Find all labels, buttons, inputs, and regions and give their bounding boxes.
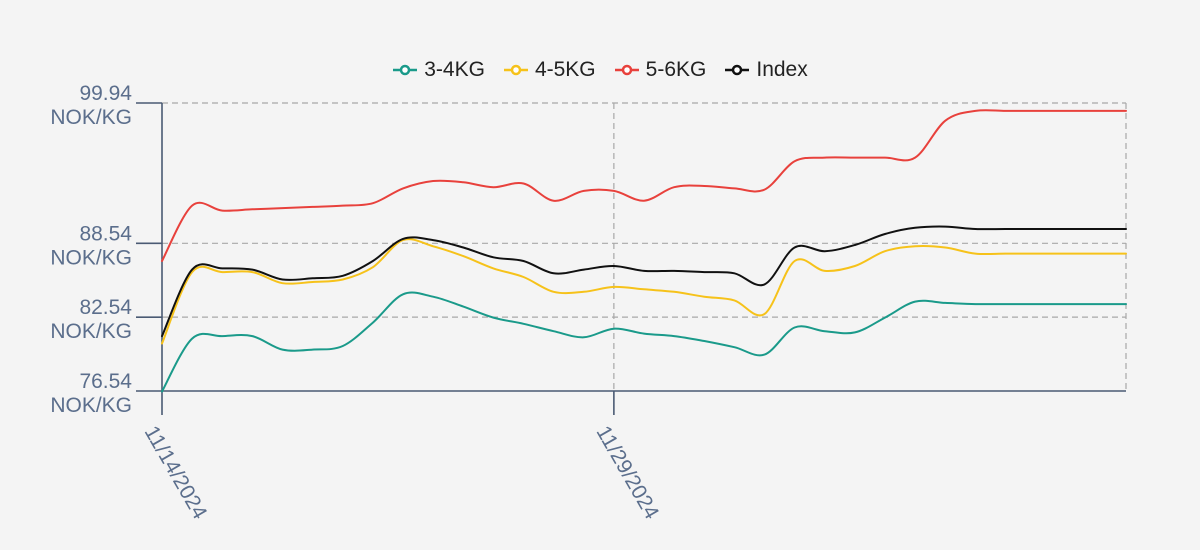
legend-item-index[interactable]: Index	[724, 58, 808, 82]
series-line-index	[161, 225, 1127, 338]
legend-marker-icon	[503, 64, 528, 76]
y-tick-unit: NOK/KG	[50, 246, 132, 269]
y-tick-label: 99.94	[79, 82, 132, 105]
legend-marker-icon	[614, 64, 639, 76]
legend-marker-icon	[393, 64, 418, 76]
y-tick-unit: NOK/KG	[50, 394, 132, 417]
legend-label: 3-4KG	[424, 58, 485, 81]
series-line-3-4kg	[161, 291, 1127, 393]
x-tick-label: 11/29/2024	[592, 422, 664, 523]
y-tick-label: 82.54	[79, 296, 132, 319]
y-tick-label: 88.54	[79, 222, 132, 245]
legend-marker-icon	[725, 64, 750, 76]
series-line-4-5kg	[161, 238, 1127, 345]
y-tick-unit: NOK/KG	[50, 320, 132, 343]
legend-item-5-6kg[interactable]: 5-6KG	[614, 58, 707, 82]
legend-label: 4-5KG	[534, 58, 596, 81]
legend-label: Index	[756, 58, 808, 81]
x-tick-label: 11/14/2024	[140, 422, 212, 523]
y-tick-unit: NOK/KG	[50, 106, 132, 129]
legend-item-3-4kg[interactable]: 3-4KG	[392, 58, 485, 82]
legend-label: 5-6KG	[645, 58, 707, 81]
y-tick-label: 76.54	[79, 370, 132, 393]
series-line-5-6kg	[161, 109, 1127, 262]
legend: 3-4KG 4-5KG 5-6KG Index	[0, 58, 1200, 82]
legend-item-4-5kg[interactable]: 4-5KG	[503, 58, 596, 82]
